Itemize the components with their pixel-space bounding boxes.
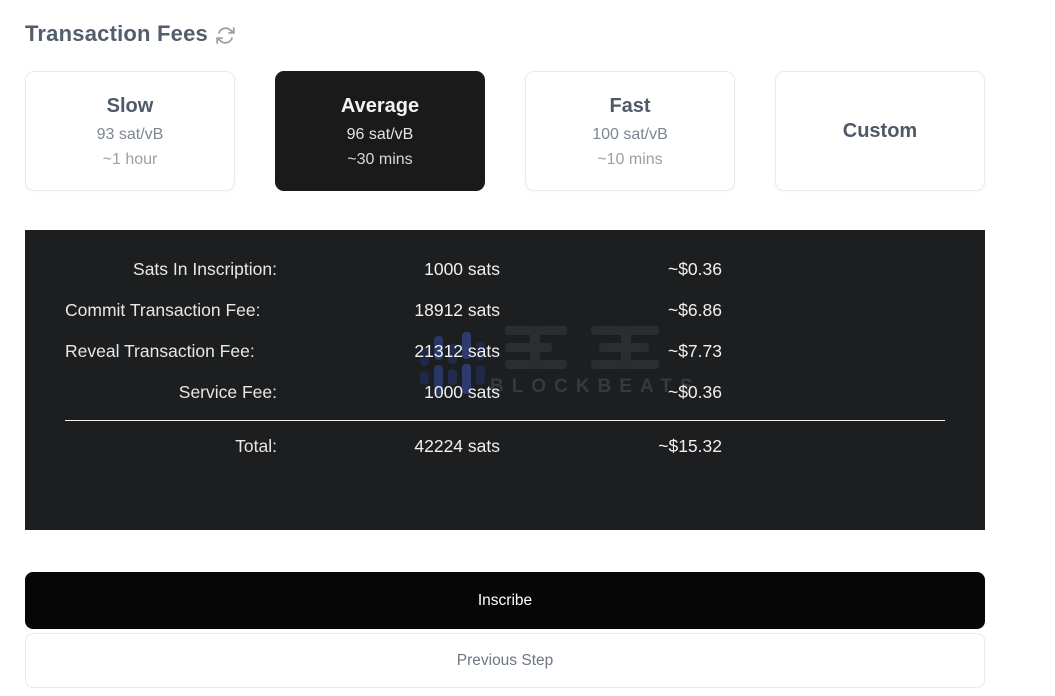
fee-option-custom[interactable]: Custom (775, 71, 985, 191)
fee-option-rate: 100 sat/vB (592, 125, 668, 143)
fee-option-name: Custom (842, 119, 918, 142)
fee-option-average[interactable]: Average 96 sat/vB ~30 mins (275, 71, 485, 191)
fee-option-time: ~30 mins (347, 150, 413, 168)
fee-option-rate: 96 sat/vB (346, 125, 414, 143)
row-label: Sats In Inscription: (133, 259, 277, 279)
total-usd-value: ~$15.32 (658, 436, 722, 456)
fee-option-name: Slow (106, 94, 154, 117)
fee-option-name: Fast (609, 94, 651, 117)
total-sats-value: 42224 sats (414, 436, 500, 456)
page-header: Transaction Fees (25, 19, 985, 49)
total-label: Total: (235, 436, 277, 456)
row-label: Service Fee: (178, 382, 277, 402)
summary-row-commit-fee: Commit Transaction Fee: 18912 sats ~$6.8… (65, 297, 945, 324)
fee-option-time: ~1 hour (102, 150, 158, 168)
fee-option-slow[interactable]: Slow 93 sat/vB ~1 hour (25, 71, 235, 191)
summary-row-reveal-fee: Reveal Transaction Fee: 21312 sats ~$7.7… (65, 338, 945, 365)
summary-row-total: Total: 42224 sats ~$15.32 (65, 433, 945, 460)
row-sats-value: 1000 sats (424, 382, 500, 402)
fee-option-fast[interactable]: Fast 100 sat/vB ~10 mins (525, 71, 735, 191)
fee-summary-panel: BLOCKBEATS Sats In Inscription: 1000 sat… (25, 230, 985, 530)
row-label: Commit Transaction Fee: (65, 300, 261, 320)
inscribe-button[interactable]: Inscribe (25, 572, 985, 629)
row-sats-value: 21312 sats (414, 341, 500, 361)
summary-divider (65, 420, 945, 421)
fee-option-name: Average (340, 94, 420, 117)
fee-option-rate: 93 sat/vB (96, 125, 164, 143)
row-label: Reveal Transaction Fee: (65, 341, 255, 361)
fee-option-time: ~10 mins (597, 150, 663, 168)
summary-row-service-fee: Service Fee: 1000 sats ~$0.36 (65, 379, 945, 406)
transaction-fees-page: Transaction Fees Slow 93 sat/vB ~1 hour … (25, 0, 985, 688)
row-usd-value: ~$6.86 (667, 300, 722, 320)
fee-option-cards: Slow 93 sat/vB ~1 hour Average 96 sat/vB… (25, 71, 985, 191)
row-usd-value: ~$7.73 (667, 341, 722, 361)
row-usd-value: ~$0.36 (667, 259, 722, 279)
row-usd-value: ~$0.36 (667, 382, 722, 402)
row-sats-value: 1000 sats (424, 259, 500, 279)
summary-row-sats-in-inscription: Sats In Inscription: 1000 sats ~$0.36 (65, 256, 945, 283)
page-title: Transaction Fees (25, 21, 208, 46)
refresh-icon[interactable] (215, 25, 236, 46)
previous-step-button[interactable]: Previous Step (25, 633, 985, 688)
row-sats-value: 18912 sats (414, 300, 500, 320)
